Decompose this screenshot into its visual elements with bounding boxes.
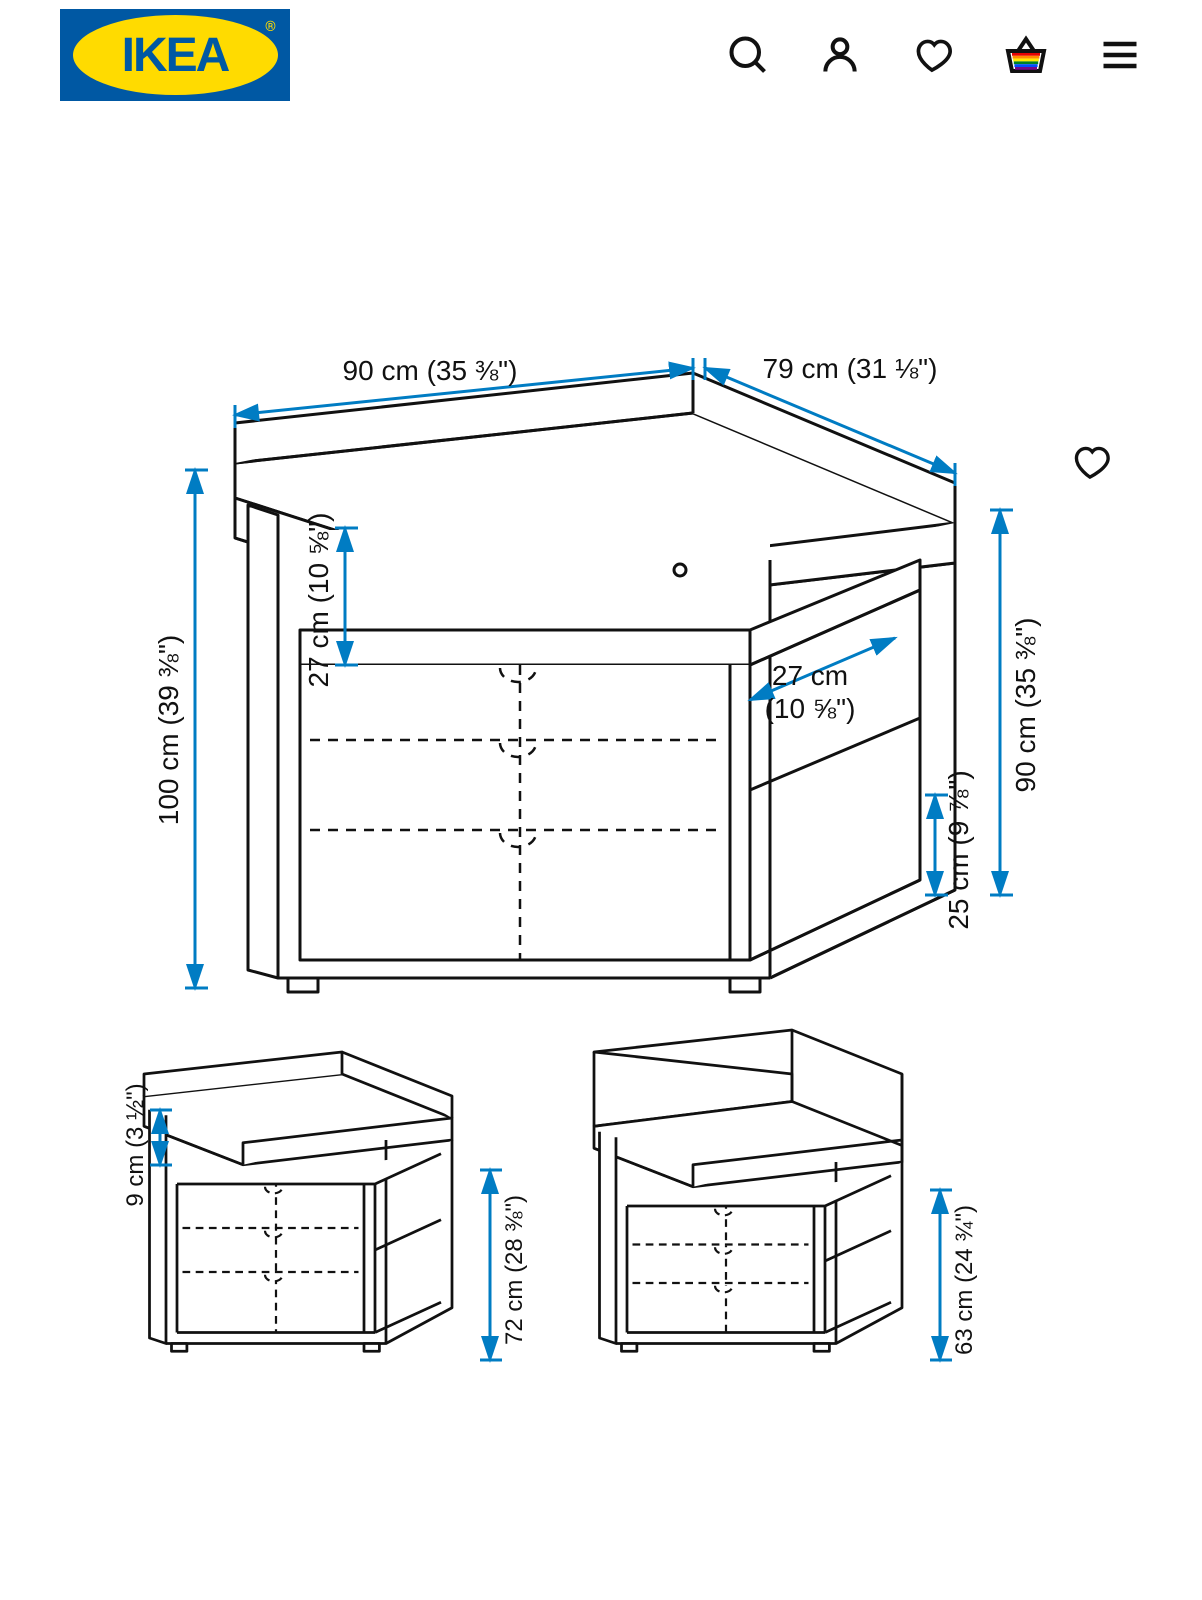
header-icons [726,31,1142,79]
dim-inner-bottom: 25 cm (9 ⅞") [943,770,974,929]
dim-desk-h-right: 63 cm (24 ¾") [951,1205,978,1355]
wishlist-icon[interactable] [910,33,954,77]
dim-tray-depth: 9 cm (3 ½") [122,1083,149,1206]
header: IKEA ® [0,0,1202,110]
menu-icon[interactable] [1098,33,1142,77]
dim-inner-w1: 27 cm [772,660,848,691]
logo-registered: ® [265,19,276,35]
dimensions-svg: 90 cm (35 ⅜") 79 cm (31 ⅛") 100 cm (39 ⅜… [0,110,1202,1570]
dim-shelf-h: 27 cm (10 ⅝") [303,513,334,688]
dim-desk-h-left: 72 cm (28 ⅜") [501,1195,528,1345]
dim-width: 90 cm (35 ⅜") [343,355,518,386]
account-icon[interactable] [818,33,862,77]
dim-inner-w2: (10 ⅝") [765,693,856,724]
product-dimensions-diagram: 90 cm (35 ⅜") 79 cm (31 ⅛") 100 cm (39 ⅜… [0,110,1202,1570]
ikea-logo[interactable]: IKEA ® [60,9,290,101]
favorite-icon[interactable] [1068,440,1112,488]
dim-depth: 79 cm (31 ⅛") [763,353,938,384]
basket-icon[interactable] [1002,31,1050,79]
dim-height-left: 100 cm (39 ⅜") [153,635,184,825]
logo-text: IKEA [122,28,229,83]
dim-height-right: 90 cm (35 ⅜") [1010,618,1041,793]
search-icon[interactable] [726,33,770,77]
